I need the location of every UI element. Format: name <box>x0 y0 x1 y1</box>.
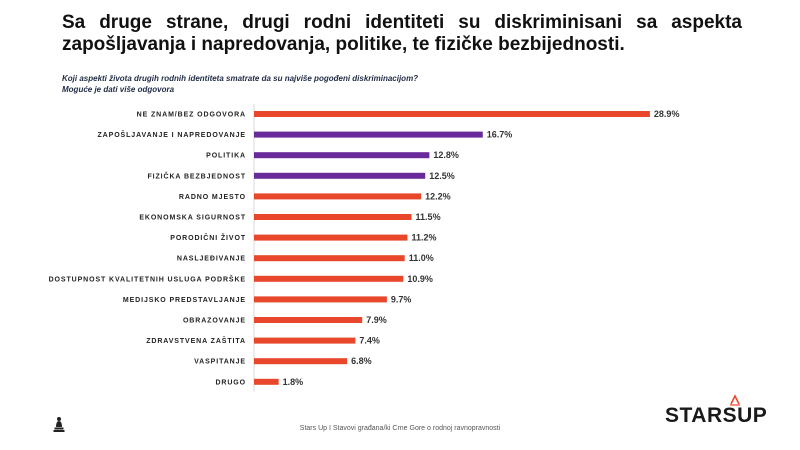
bar <box>254 234 408 241</box>
value-label: 1.8% <box>283 377 304 387</box>
category-label: MEDIJSKO PREDSTAVLJANJE <box>123 297 246 304</box>
category-label: NASLJEĐIVANJE <box>177 256 246 263</box>
category-label: NE ZNAM/BEZ ODGOVORA <box>137 112 246 119</box>
category-label: DRUGO <box>215 379 246 386</box>
question-block: Koji aspekti života drugih rodnih identi… <box>62 73 622 95</box>
value-label: 6.8% <box>351 356 372 366</box>
bar <box>254 337 356 344</box>
value-label: 7.4% <box>359 336 380 346</box>
value-label: 12.2% <box>425 191 451 201</box>
value-label: 28.9% <box>654 109 680 119</box>
bar <box>254 111 650 117</box>
value-label: 11.0% <box>409 253 434 263</box>
bar <box>254 214 412 220</box>
value-label: 11.2% <box>411 233 436 243</box>
bar <box>254 193 422 200</box>
bar <box>254 152 430 159</box>
category-label: ZDRAVSTVENA ZAŠTITA <box>146 336 246 345</box>
footer-text: Stars Up I Stavovi građana/ki Crne Gore … <box>299 425 501 432</box>
bar <box>254 255 405 262</box>
bar <box>254 378 279 385</box>
value-label: 11.5% <box>416 212 441 222</box>
category-label: VASPITANJE <box>194 359 246 366</box>
category-label: POLITIKA <box>206 153 246 160</box>
slide-title: Sa druge strane, drugi rodni identiteti … <box>62 12 742 55</box>
value-label: 7.9% <box>366 315 387 325</box>
category-label: PORODIČNI ŽIVOT <box>170 233 246 242</box>
value-label: 10.9% <box>407 274 433 284</box>
category-label: DOSTUPNOST KVALITETNIH USLUGA PODRŠKE <box>49 274 246 283</box>
category-label: ZAPOŠLJAVANJE I NAPREDOVANJE <box>98 130 247 139</box>
value-label: 9.7% <box>391 294 412 304</box>
logo-star-mark-icon <box>730 394 740 406</box>
starsup-logo: STARSUP <box>665 404 768 427</box>
survey-question: Koji aspekti života drugih rodnih identi… <box>62 74 419 83</box>
survey-note: Moguće je dati više odgovora <box>62 85 175 94</box>
bar <box>254 296 387 303</box>
bar <box>254 131 483 138</box>
bar <box>254 358 348 365</box>
category-label: EKONOMSKA SIGURNOST <box>139 215 246 222</box>
chess-bishop-icon <box>53 417 65 432</box>
category-label: FIZIČKA BEZBJEDNOST <box>147 171 246 180</box>
value-label: 12.8% <box>433 150 459 160</box>
category-label: OBRAZOVANJE <box>183 318 246 325</box>
category-label: RADNO MJESTO <box>179 194 246 201</box>
value-label: 12.5% <box>429 171 455 181</box>
bar <box>254 275 404 282</box>
bar <box>254 317 363 323</box>
value-label: 16.7% <box>487 130 513 140</box>
bar <box>254 172 426 179</box>
